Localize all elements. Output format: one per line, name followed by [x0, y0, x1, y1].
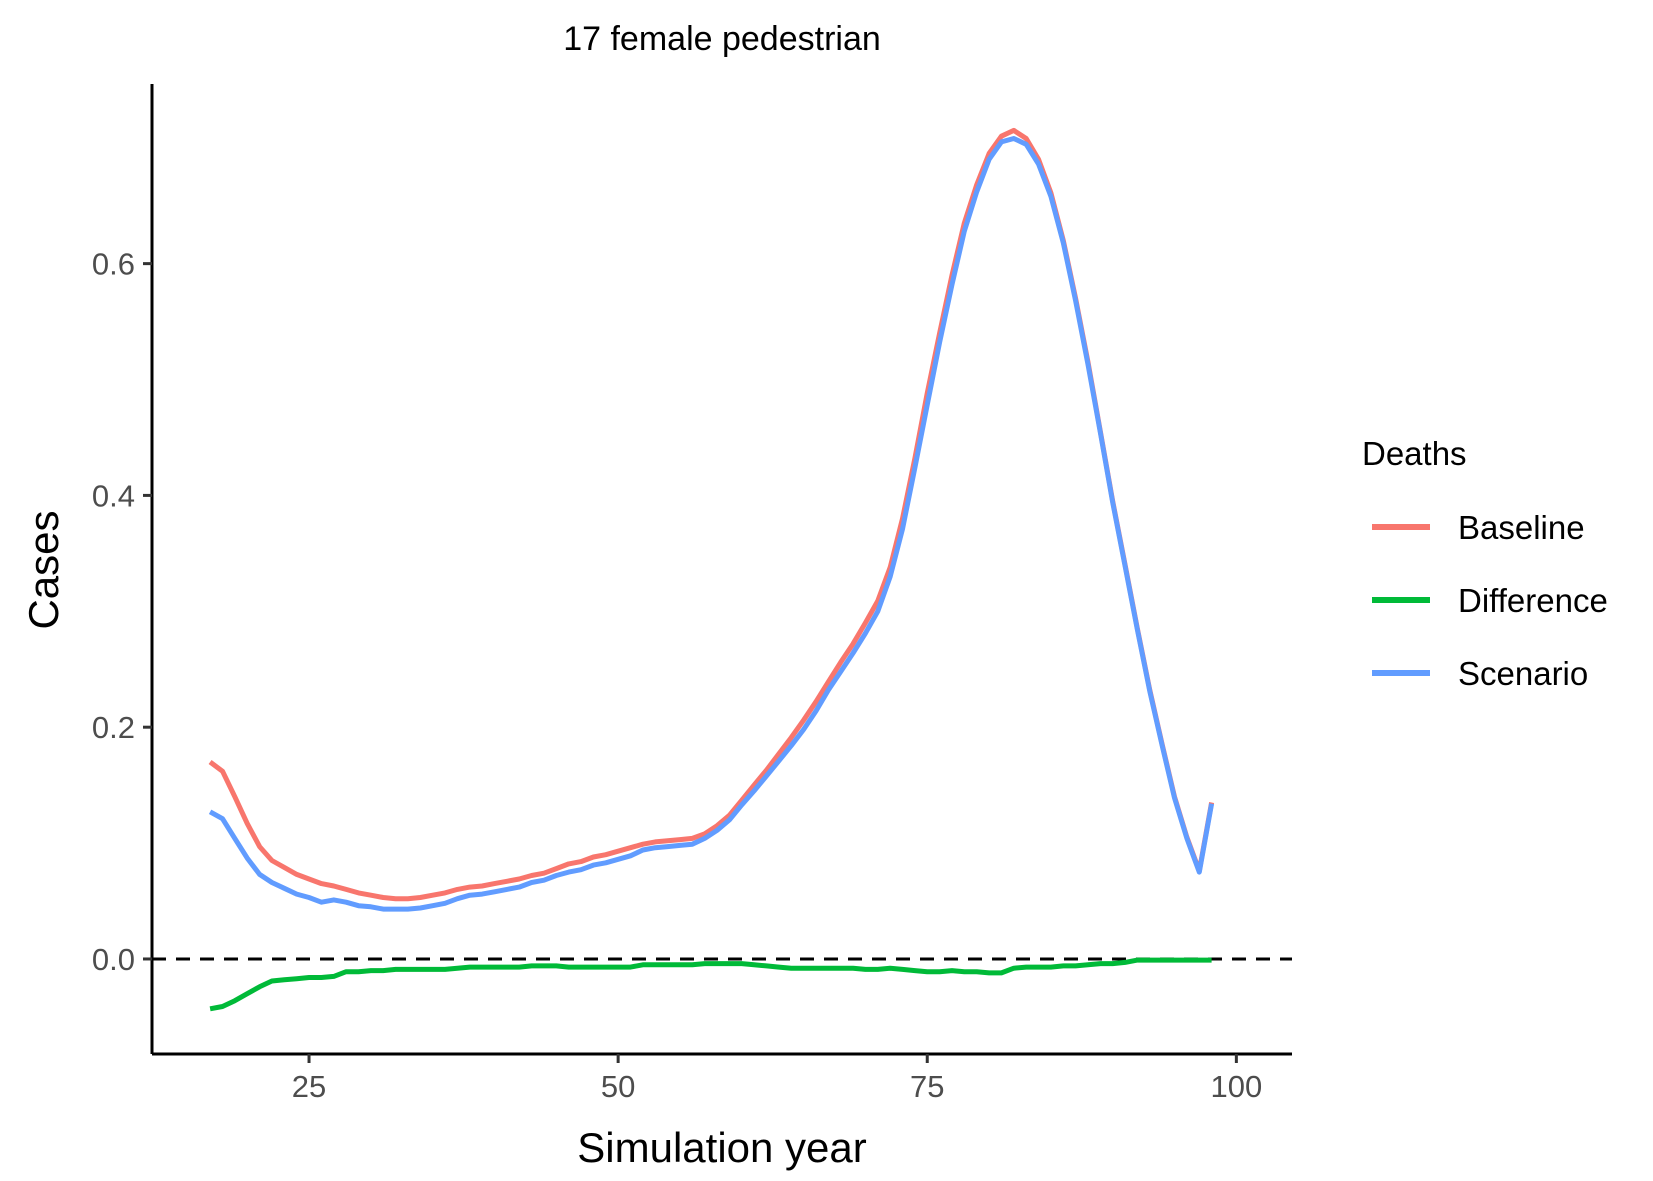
y-tick-label: 0.0	[92, 942, 135, 977]
y-tick-label: 0.2	[92, 710, 135, 745]
x-tick-label: 25	[292, 1069, 326, 1104]
x-tick-label: 75	[910, 1069, 944, 1104]
legend: Deaths Baseline Difference Scenario	[1362, 435, 1608, 692]
x-tick-label: 100	[1210, 1069, 1262, 1104]
legend-label-scenario: Scenario	[1458, 655, 1588, 692]
y-tick-label: 0.4	[92, 478, 135, 513]
y-tick-label: 0.6	[92, 247, 135, 282]
legend-label-difference: Difference	[1458, 582, 1608, 619]
legend-title: Deaths	[1362, 435, 1467, 472]
chart-title: 17 female pedestrian	[563, 20, 881, 58]
legend-label-baseline: Baseline	[1458, 509, 1585, 546]
x-axis-title: Simulation year	[577, 1124, 866, 1171]
plot-panel: 25 50 75 100 0.0 0.2 0.4 0.6	[92, 84, 1292, 1104]
x-tick-label: 50	[601, 1069, 635, 1104]
y-axis-title: Cases	[20, 510, 67, 629]
series-line-difference	[209, 957, 1212, 1012]
series-line-scenario	[208, 136, 1215, 912]
